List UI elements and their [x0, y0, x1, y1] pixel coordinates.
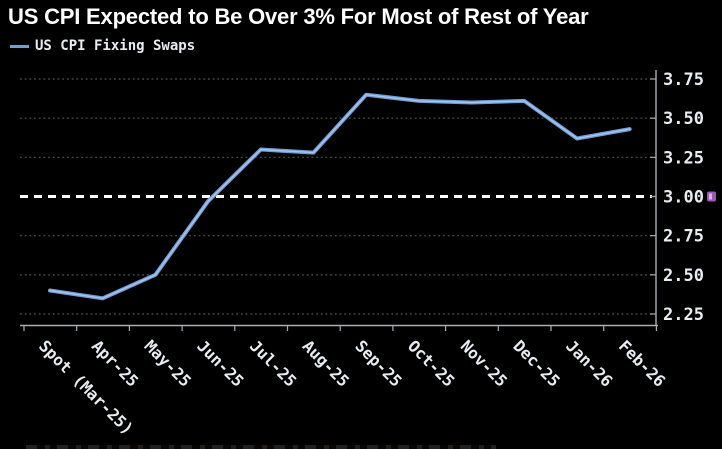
x-axis-label: Jul-25: [246, 336, 300, 390]
series-line-core: [49, 93, 631, 299]
y-axis-label: 2.75: [663, 227, 704, 247]
x-axis-label: Aug-25: [299, 336, 353, 390]
chart-title: US CPI Expected to Be Over 3% For Most o…: [8, 4, 589, 29]
legend-label: US CPI Fixing Swaps: [35, 38, 196, 54]
y-axis-label: 3.75: [663, 70, 704, 90]
x-axis-label: Spot (Mar-25): [35, 336, 137, 438]
x-axis-label: May-25: [141, 336, 195, 390]
legend: US CPI Fixing Swaps: [10, 38, 196, 54]
y-axis-label: 3.00: [663, 188, 704, 208]
x-axis-label: Feb-26: [615, 336, 669, 390]
y-axis-label: 3.25: [663, 148, 704, 168]
x-axis-label: Jan-26: [562, 336, 616, 390]
x-axis-label: Nov-25: [457, 336, 511, 390]
y-axis-label: 2.50: [663, 266, 704, 286]
x-axis-label: Dec-25: [509, 336, 563, 390]
cropped-source-text: [26, 445, 496, 449]
y-axis-label: 2.25: [663, 305, 704, 325]
annotation-marker-detail: [709, 193, 712, 200]
x-axis-label: Oct-25: [404, 336, 458, 390]
legend-line-swatch: [10, 44, 29, 48]
x-axis-label: Sep-25: [351, 336, 405, 390]
y-axis-label: 3.50: [663, 109, 704, 129]
x-axis-label: Jun-25: [193, 336, 247, 390]
